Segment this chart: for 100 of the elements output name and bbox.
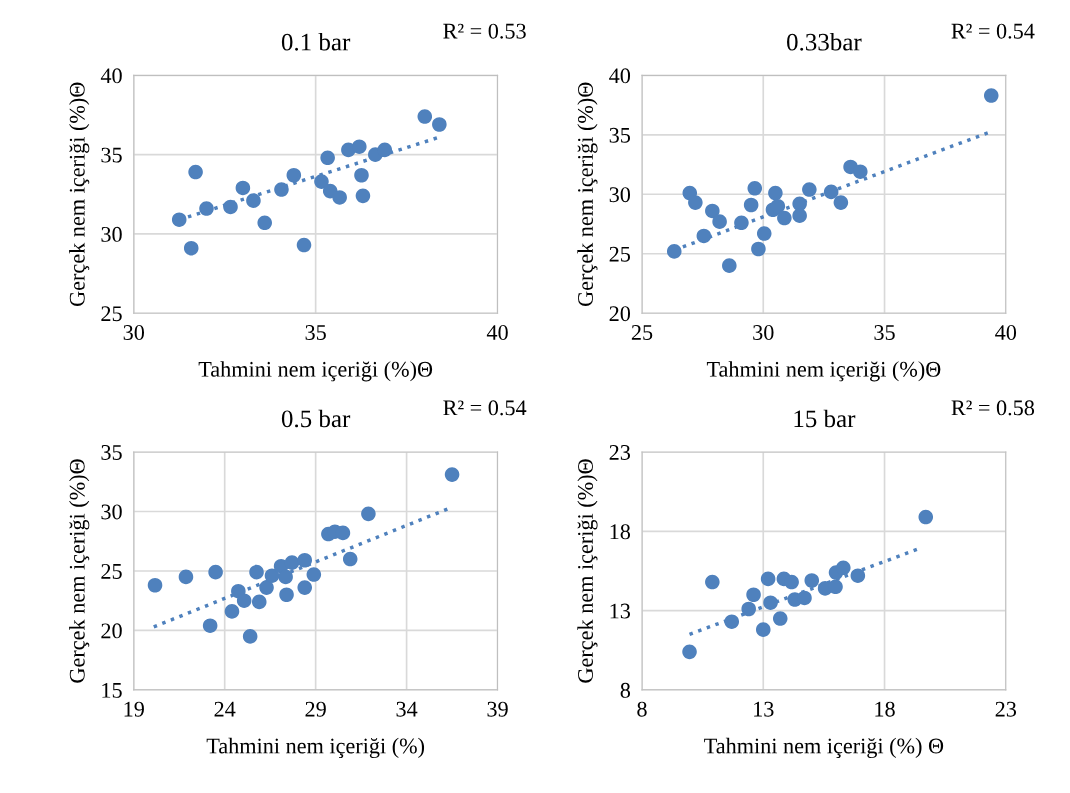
point — [768, 185, 783, 201]
chart-title: 0.5 bar — [281, 409, 351, 428]
x-tick-label: 35 — [874, 325, 895, 340]
point — [777, 210, 792, 226]
point — [444, 467, 460, 482]
point — [756, 226, 772, 241]
point — [296, 237, 312, 253]
x-axis-title: Tahmini nem içeriği (%)Θ — [198, 361, 433, 382]
point — [417, 109, 433, 124]
point — [354, 167, 369, 183]
point — [306, 567, 322, 582]
point — [279, 587, 294, 603]
point — [705, 203, 720, 219]
point — [320, 150, 335, 166]
x-axis-title: Tahmini nem içeriği (%)Θ — [706, 361, 941, 382]
point — [224, 604, 240, 619]
point — [332, 190, 347, 205]
point — [823, 184, 839, 200]
x-tick-label: 13 — [754, 701, 774, 717]
point — [355, 188, 371, 204]
x-tick-label: 30 — [123, 324, 145, 340]
point — [746, 587, 761, 603]
point — [797, 590, 812, 606]
point — [760, 571, 776, 587]
y-tick-label: 23 — [609, 445, 631, 460]
point — [223, 199, 238, 215]
point — [242, 629, 258, 644]
point — [188, 164, 203, 180]
point — [171, 212, 187, 227]
point — [178, 569, 194, 585]
point — [278, 569, 293, 585]
x-tick-label: 40 — [486, 324, 508, 340]
point — [202, 618, 218, 633]
point — [802, 182, 817, 197]
chart-title: 0.33bar — [787, 32, 862, 51]
y-axis-title: Gerçek nem içeriği (%)Θ — [69, 459, 90, 683]
point — [705, 574, 720, 590]
y-tick-label: 30 — [609, 187, 631, 203]
chart-title: 0.1 bar — [281, 32, 351, 51]
point — [183, 240, 199, 256]
point — [804, 573, 820, 588]
x-tick-label: 39 — [487, 701, 508, 717]
point — [314, 174, 329, 189]
y-tick-label: 35 — [101, 445, 122, 460]
point — [286, 167, 302, 183]
y-tick-label: 20 — [101, 623, 122, 639]
y-axis-title: Gerçek nem içeriği (%)Θ — [577, 459, 598, 683]
point — [432, 117, 447, 132]
x-tick-label: 18 — [875, 701, 895, 717]
y-tick-label: 20 — [609, 306, 631, 322]
point — [918, 509, 934, 525]
point — [747, 181, 763, 196]
y-tick-label: 25 — [101, 306, 122, 322]
point — [724, 614, 740, 629]
y-tick-label: 25 — [101, 563, 122, 579]
point — [741, 601, 756, 617]
point — [147, 577, 163, 593]
x-tick-label: 19 — [124, 701, 144, 717]
point — [833, 195, 849, 210]
point — [284, 555, 300, 570]
point — [236, 593, 252, 608]
point — [828, 579, 843, 595]
chart-title: 15 bar — [794, 409, 856, 428]
point — [251, 594, 267, 610]
point — [246, 193, 261, 208]
y-tick-label: 40 — [609, 68, 631, 84]
point — [792, 208, 807, 223]
point — [352, 139, 367, 154]
point — [751, 241, 766, 257]
point — [784, 574, 799, 590]
point — [770, 198, 786, 214]
y-tick-label: 30 — [101, 226, 122, 242]
point — [342, 551, 358, 567]
point — [688, 195, 703, 210]
point — [199, 201, 214, 216]
x-tick-label: 25 — [631, 325, 653, 340]
point — [274, 182, 289, 197]
y-tick-label: 25 — [609, 246, 631, 262]
point — [235, 180, 251, 196]
y-tick-label: 8 — [620, 682, 631, 698]
x-tick-label: 35 — [305, 325, 326, 340]
x-axis-title: Tahmini nem içeriği (%) Θ — [704, 737, 944, 759]
point — [297, 552, 313, 568]
text: R² = 0.54 — [443, 400, 527, 416]
y-tick-label: 13 — [610, 603, 631, 619]
x-tick-label: 30 — [753, 324, 774, 340]
point — [722, 258, 737, 273]
point — [755, 622, 771, 637]
y-tick-label: 18 — [610, 524, 631, 540]
point — [361, 506, 376, 522]
point — [763, 595, 778, 610]
point — [682, 644, 697, 660]
point — [257, 215, 272, 231]
point — [836, 560, 851, 576]
y-tick-label: 40 — [100, 68, 122, 84]
x-tick-label: 34 — [396, 701, 418, 717]
point — [734, 215, 749, 231]
point — [696, 228, 712, 244]
point — [259, 580, 274, 595]
point — [850, 568, 866, 583]
